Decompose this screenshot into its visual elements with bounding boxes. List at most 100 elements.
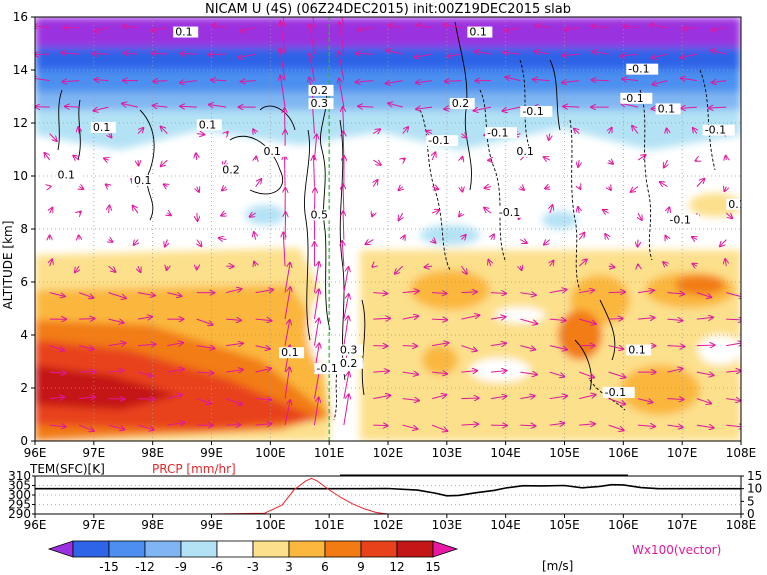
wind-vector: [503, 52, 521, 54]
wind-vector: [461, 315, 480, 320]
wind-vector: [137, 317, 152, 319]
wind-vector: [608, 346, 624, 350]
wind-vector: [255, 290, 274, 293]
contour-label: 0.2: [311, 84, 329, 97]
wind-vector: [137, 424, 154, 430]
wind-vector: [373, 395, 390, 398]
wind-vector: [167, 422, 184, 425]
wind-vector: [490, 293, 506, 294]
colorbar-bin: [144, 540, 182, 558]
wind-vector: [356, 53, 374, 54]
wind-vector: [692, 237, 697, 240]
wind-vector: [490, 396, 507, 399]
wind-vector: [389, 25, 403, 28]
wind-vector: [462, 187, 463, 192]
wind-vector: [49, 292, 65, 297]
contour-label-bg: [467, 26, 493, 38]
wind-vector: [414, 54, 433, 57]
x-tick-label: 98E: [141, 446, 164, 460]
contour-label: 0.2: [340, 357, 358, 370]
wind-vector: [62, 81, 80, 82]
wind-vector: [280, 21, 286, 55]
wind-vector: [664, 159, 668, 167]
wind-vector: [622, 79, 639, 81]
contour-label: 0.1: [469, 26, 487, 39]
wind-vector: [137, 293, 155, 296]
wind-vector: [35, 78, 50, 80]
contour-label-bg: [667, 214, 700, 226]
contour-label-bg: [220, 164, 246, 176]
vector-label: Wx100(vector): [632, 543, 721, 557]
contour-label: 0.3: [340, 344, 358, 357]
sub-x-tick-label: 108E: [726, 518, 757, 532]
wind-vector: [726, 371, 741, 372]
colorbar-bin: [216, 540, 254, 558]
wind-vector: [696, 179, 704, 187]
x-tick-label: 96E: [24, 446, 47, 460]
wind-vectors: [35, 17, 741, 431]
wind-vector: [358, 28, 374, 30]
wind-vector: [652, 53, 668, 58]
wind-vector: [637, 155, 646, 161]
contour-label: 0.1: [175, 26, 193, 39]
contour-label: -0.1: [522, 105, 543, 118]
sub-right-tick-label: 15: [747, 469, 762, 483]
wind-vector: [386, 81, 403, 84]
wind-vector: [549, 290, 567, 293]
wind-vector: [79, 371, 95, 372]
wind-vector: [693, 128, 697, 134]
colorbar-tick-label: -15: [99, 560, 119, 574]
sub-x-tick-label: 97E: [82, 518, 105, 532]
contour-label-bg: [520, 106, 553, 118]
wind-vector: [505, 77, 521, 81]
wind-vector: [343, 394, 349, 426]
y-tick-label: 4: [20, 328, 28, 342]
legend-tem: TEM(SFC)[K]: [29, 462, 105, 476]
wind-vector: [549, 423, 564, 425]
wind-vector: [49, 425, 66, 427]
wind-vector: [535, 51, 550, 54]
wind-vector: [520, 396, 534, 399]
wind-vector: [663, 262, 667, 266]
wind-vector: [638, 425, 655, 426]
x-tick-label: 100E: [255, 446, 286, 460]
wind-vector: [372, 266, 373, 267]
colorbar-tick-label: 6: [321, 560, 329, 574]
colorbar-tick-label: -6: [211, 560, 223, 574]
colorbar-bin: [396, 540, 434, 558]
wind-vector: [603, 210, 609, 213]
colorbar-unit: [m/s]: [542, 559, 573, 573]
contour-label: 0.1: [728, 198, 746, 211]
contour-label: 0.2: [452, 97, 470, 110]
wind-vector: [45, 153, 51, 161]
wind-vector: [373, 180, 377, 187]
wind-vector: [123, 26, 139, 28]
contour-label: -0.1: [705, 124, 726, 137]
contour-label-bg: [55, 169, 81, 181]
wind-vector: [431, 210, 439, 213]
wind-vector: [520, 318, 537, 324]
wind-vector: [579, 290, 594, 293]
wind-vector: [591, 26, 609, 28]
wind-vector: [284, 287, 290, 320]
colorbar-tick-label: 12: [389, 560, 404, 574]
wind-vector: [609, 187, 611, 190]
contour-label-bg: [308, 98, 334, 110]
contour-label: 0.1: [263, 145, 281, 158]
wind-vector: [167, 266, 168, 270]
contour-label: 0.2: [222, 163, 240, 176]
contour-label-bg: [626, 63, 659, 75]
sub-x-tick-label: 104E: [490, 518, 521, 532]
contour-label-bg: [626, 344, 652, 356]
wind-vector: [544, 157, 551, 160]
wind-vector: [520, 266, 521, 270]
wind-vector: [50, 259, 53, 267]
wind-vector: [637, 318, 654, 319]
wind-vector: [153, 106, 168, 108]
sub-x-tick-label: 107E: [667, 518, 698, 532]
x-tick-label: 104E: [490, 446, 521, 460]
wind-vector: [461, 345, 477, 351]
contour-label: -0.1: [605, 386, 626, 399]
wind-vector: [520, 187, 524, 190]
